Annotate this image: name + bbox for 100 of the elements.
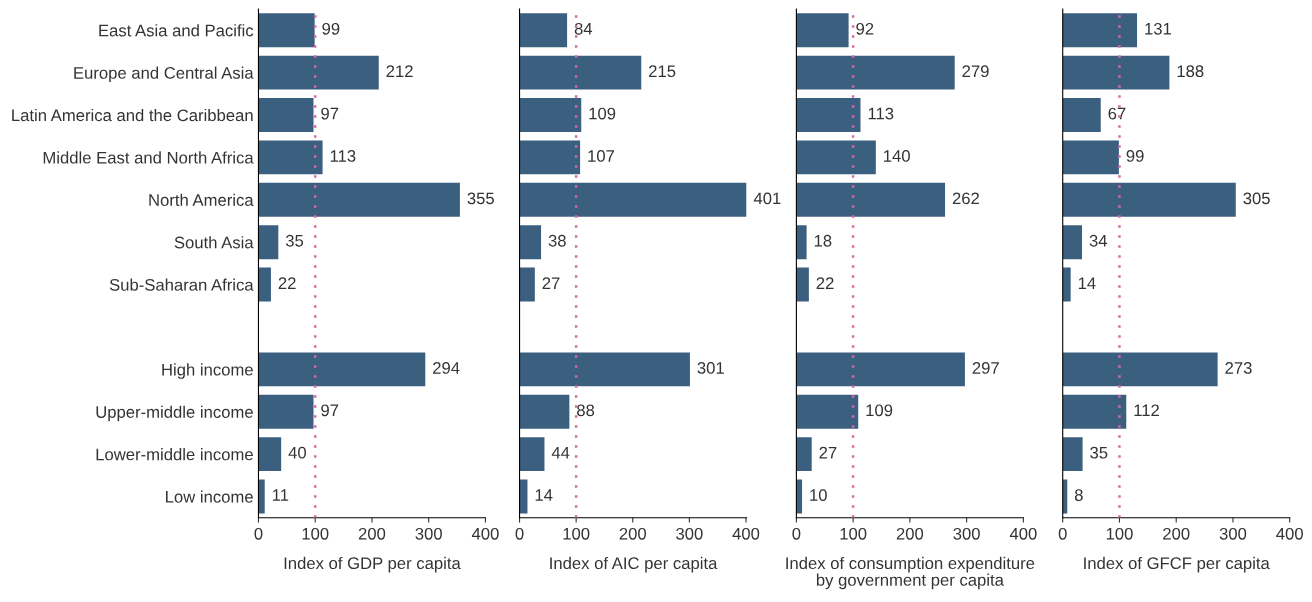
data-label: 113 — [868, 107, 894, 120]
bar — [258, 394, 314, 429]
bar — [796, 352, 965, 387]
data-label: 99 — [1126, 150, 1144, 162]
data-label: 109 — [866, 404, 893, 417]
data-label: 92 — [856, 22, 874, 35]
x-tick-label: 400 — [1009, 527, 1037, 540]
data-label: 212 — [386, 65, 413, 77]
data-label: 273 — [1225, 362, 1252, 374]
x-tick-label: 100 — [840, 527, 867, 540]
data-label: 40 — [288, 446, 306, 459]
data-label: 401 — [753, 192, 781, 205]
x-tick-label: 400 — [471, 527, 499, 540]
bar — [1062, 13, 1138, 48]
bar — [519, 394, 570, 429]
bar — [519, 437, 545, 472]
bar — [258, 55, 379, 90]
x-tick-label: 100 — [563, 527, 590, 540]
bar — [258, 267, 271, 302]
data-label: 27 — [819, 446, 837, 459]
data-label: 131 — [1145, 22, 1171, 35]
x-tick-label: 0 — [254, 527, 263, 540]
bar — [796, 55, 955, 90]
x-axis-title: Index of GDP per capita — [284, 556, 461, 573]
y-tick-label: Low income — [166, 490, 253, 503]
data-label: 215 — [649, 65, 676, 78]
data-label: 140 — [884, 150, 910, 162]
bar — [1062, 437, 1083, 472]
data-label: 301 — [697, 362, 724, 374]
x-axis-title: Index of GFCF per capita — [1084, 556, 1270, 573]
x-tick-label: 200 — [1163, 527, 1190, 540]
bar — [796, 182, 946, 217]
data-label: 18 — [814, 234, 832, 247]
bar — [1062, 394, 1127, 429]
data-label: 27 — [542, 277, 560, 289]
bar — [1062, 225, 1083, 260]
x-tick-label: 300 — [1219, 527, 1247, 540]
bar — [1062, 98, 1101, 132]
x-tick-label: 100 — [1106, 527, 1133, 540]
data-label: 113 — [330, 150, 356, 162]
data-label: 97 — [321, 107, 339, 120]
x-tick-label: 0 — [515, 527, 524, 540]
bar — [796, 140, 876, 175]
data-label: 109 — [589, 107, 616, 120]
bar — [258, 182, 460, 217]
y-tick-label: South Asia — [174, 236, 254, 249]
bar — [1062, 55, 1170, 90]
data-label: 97 — [321, 404, 339, 417]
x-axis-title: Index of AIC per capita — [550, 556, 718, 573]
x-tick-label: 200 — [619, 527, 647, 540]
data-label: 14 — [535, 489, 553, 501]
bar — [796, 267, 809, 302]
bar — [258, 479, 265, 514]
data-label: 22 — [278, 277, 296, 289]
x-tick-label: 300 — [953, 527, 980, 540]
x-tick-label: 300 — [676, 527, 703, 540]
bar — [1062, 182, 1236, 217]
x-axis-title: Index of consumption expenditure by government per capita — [786, 556, 1035, 590]
data-label: 99 — [322, 22, 340, 35]
y-tick-label: Latin America and the Caribbean — [12, 108, 253, 122]
y-tick-label: Middle East and North Africa — [43, 151, 254, 164]
bar — [796, 225, 807, 260]
data-label: 35 — [1090, 446, 1108, 459]
data-label: 297 — [972, 362, 999, 374]
bar — [258, 352, 426, 387]
x-tick-label: 300 — [415, 527, 442, 540]
data-label: 305 — [1243, 192, 1270, 205]
data-label: 22 — [816, 277, 834, 289]
y-tick-label: Upper-middle income — [96, 405, 253, 422]
bar — [1062, 352, 1218, 387]
data-label: 67 — [1108, 107, 1126, 120]
x-tick-label: 0 — [792, 527, 801, 540]
data-label: 107 — [588, 150, 615, 162]
bar — [519, 13, 568, 48]
x-tick-label: 200 — [358, 527, 386, 540]
y-tick-label: High income — [162, 363, 253, 379]
bar — [796, 437, 812, 472]
y-tick-label: Lower-middle income — [96, 448, 253, 461]
bar — [519, 267, 535, 302]
y-tick-label: East Asia and Pacific — [99, 24, 254, 37]
bar — [258, 140, 323, 175]
data-label: 8 — [1074, 489, 1083, 501]
bar — [258, 13, 315, 48]
data-label: 294 — [433, 362, 460, 374]
x-tick-label: 0 — [1058, 527, 1067, 540]
bar — [1062, 267, 1071, 302]
bar — [519, 140, 581, 175]
data-label: 11 — [272, 489, 289, 501]
data-label: 355 — [467, 192, 494, 205]
bar — [519, 352, 690, 387]
data-label: 279 — [962, 65, 989, 78]
bar — [796, 13, 849, 48]
bar — [258, 98, 314, 132]
y-tick-label: Europe and Central Asia — [74, 66, 254, 83]
bar — [258, 225, 279, 260]
bar — [796, 394, 859, 429]
data-label: 38 — [548, 234, 566, 247]
data-label: 84 — [574, 22, 593, 35]
x-tick-label: 200 — [896, 527, 924, 540]
bar — [1062, 140, 1119, 175]
